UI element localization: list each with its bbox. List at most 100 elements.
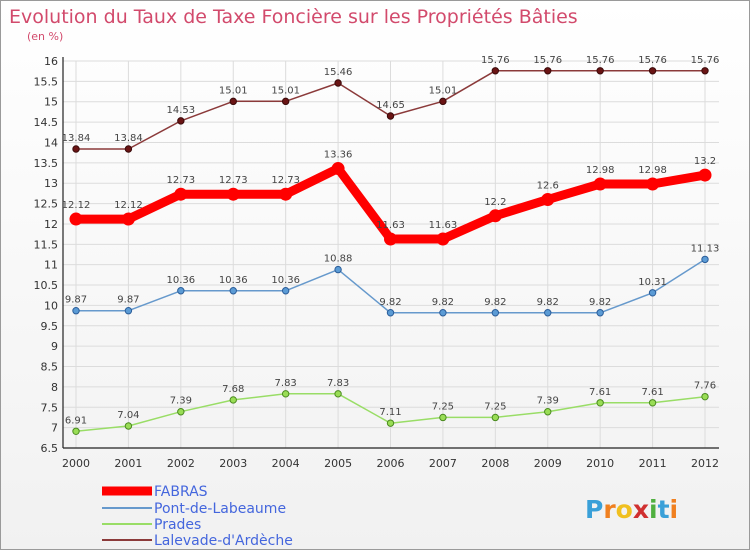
data-point [229,287,237,295]
data-label: 10.36 [271,275,300,286]
data-label: 12.2 [484,197,506,208]
data-point [229,396,237,404]
data-point [701,392,709,401]
data-label: 14.53 [167,105,196,116]
logo-letter: x [633,495,649,524]
data-label: 15.76 [533,55,562,66]
y-tick-label: 13 [44,177,58,190]
data-label: 9.82 [537,297,559,308]
data-point [331,162,345,176]
data-label: 7.04 [117,410,139,421]
y-tick-label: 13.5 [34,157,59,170]
data-label: 12.98 [638,165,667,176]
data-point [436,232,450,246]
data-label: 12.12 [62,200,91,211]
data-point [593,177,607,191]
legend-label: Pont-de-Labeaume [154,501,286,517]
y-tick-label: 7 [51,422,58,435]
data-point [596,67,604,75]
data-label: 9.82 [379,297,401,308]
x-tick-label: 2003 [219,457,247,470]
y-tick-label: 11 [44,259,58,272]
data-point [124,145,133,153]
logo-text: Proxiti [585,495,678,524]
legend: FABRASPont-de-LabeaumePradesLalevade-d'A… [102,484,293,549]
data-point [177,117,185,125]
data-point [648,289,657,297]
proxiti-logo: Proxiti [585,495,678,524]
data-point [384,232,397,246]
data-point [439,309,447,317]
data-label: 15.46 [324,67,353,78]
logo-letter: i [670,495,679,524]
data-point [544,67,552,75]
data-point [491,67,500,75]
data-point [72,145,80,153]
data-label: 11.63 [429,220,458,231]
data-label: 13.84 [114,133,143,144]
data-point [646,177,660,191]
data-point [439,97,447,106]
y-tick-label: 12.5 [34,198,59,211]
data-label: 9.82 [432,297,454,308]
data-point [69,212,83,226]
data-label: 7.61 [589,387,611,398]
y-tick-label: 7.5 [41,401,59,414]
data-label: 15.76 [691,55,720,66]
data-label: 7.68 [222,384,244,395]
data-label: 10.31 [638,277,667,288]
series-3: 13.84 13.84 14.53 15.01 15.01 15.46 14.65 15.01… [62,55,720,153]
x-tick-label: 2005 [324,457,352,470]
y-tick-label: 10.5 [34,279,59,292]
data-point [386,419,395,427]
x-tick-label: 2007 [429,457,457,470]
y-tick-label: 6.5 [41,442,59,455]
data-point [279,187,293,201]
data-point [121,212,135,226]
series-2: 6.91 7.04 7.39 7.68 7.83 7.83 7.11 7.25 7.25 7.39… [65,378,716,435]
x-tick-label: 2002 [167,457,195,470]
y-tick-label: 12 [44,218,58,231]
y-tick-label: 8.5 [41,361,59,374]
data-point [648,67,657,75]
x-tick-label: 2012 [691,457,719,470]
data-point [72,427,80,435]
data-point [701,67,709,75]
data-point [281,390,290,398]
data-point [544,408,552,416]
legend-label: FABRAS [154,484,208,500]
data-point [334,390,342,398]
data-point [177,287,185,295]
x-tick-label: 2008 [481,457,509,470]
x-tick-label: 2006 [377,457,405,470]
data-label: 15.01 [271,85,300,96]
data-label: 11.13 [691,243,720,254]
data-label: 15.76 [638,55,667,66]
y-tick-label: 15.5 [34,75,59,88]
data-label: 12.73 [219,175,248,186]
x-tick-label: 2011 [639,457,667,470]
data-label: 9.87 [65,295,87,306]
y-tick-label: 16 [44,55,58,68]
y-tick-label: 15 [44,96,58,109]
data-label: 7.39 [170,396,192,407]
data-label: 13.2 [694,156,716,167]
y-tick-label: 11.5 [34,238,59,251]
data-label: 12.73 [271,175,300,186]
data-label: 7.25 [432,401,454,412]
data-point [439,413,447,422]
data-point [281,97,290,106]
data-label: 7.76 [694,381,716,392]
legend-label: Prades [154,517,201,533]
data-label: 15.76 [586,55,615,66]
logo-letter: t [658,495,670,524]
data-label: 13.36 [324,150,353,161]
y-tick-label: 14.5 [34,116,59,129]
data-point [72,307,80,315]
chart-subtitle: (en %) [27,30,63,43]
x-tick-label: 2001 [114,457,142,470]
y-tick-label: 10 [44,299,58,312]
data-label: 13.84 [62,133,91,144]
y-tick-label: 8 [51,381,58,394]
